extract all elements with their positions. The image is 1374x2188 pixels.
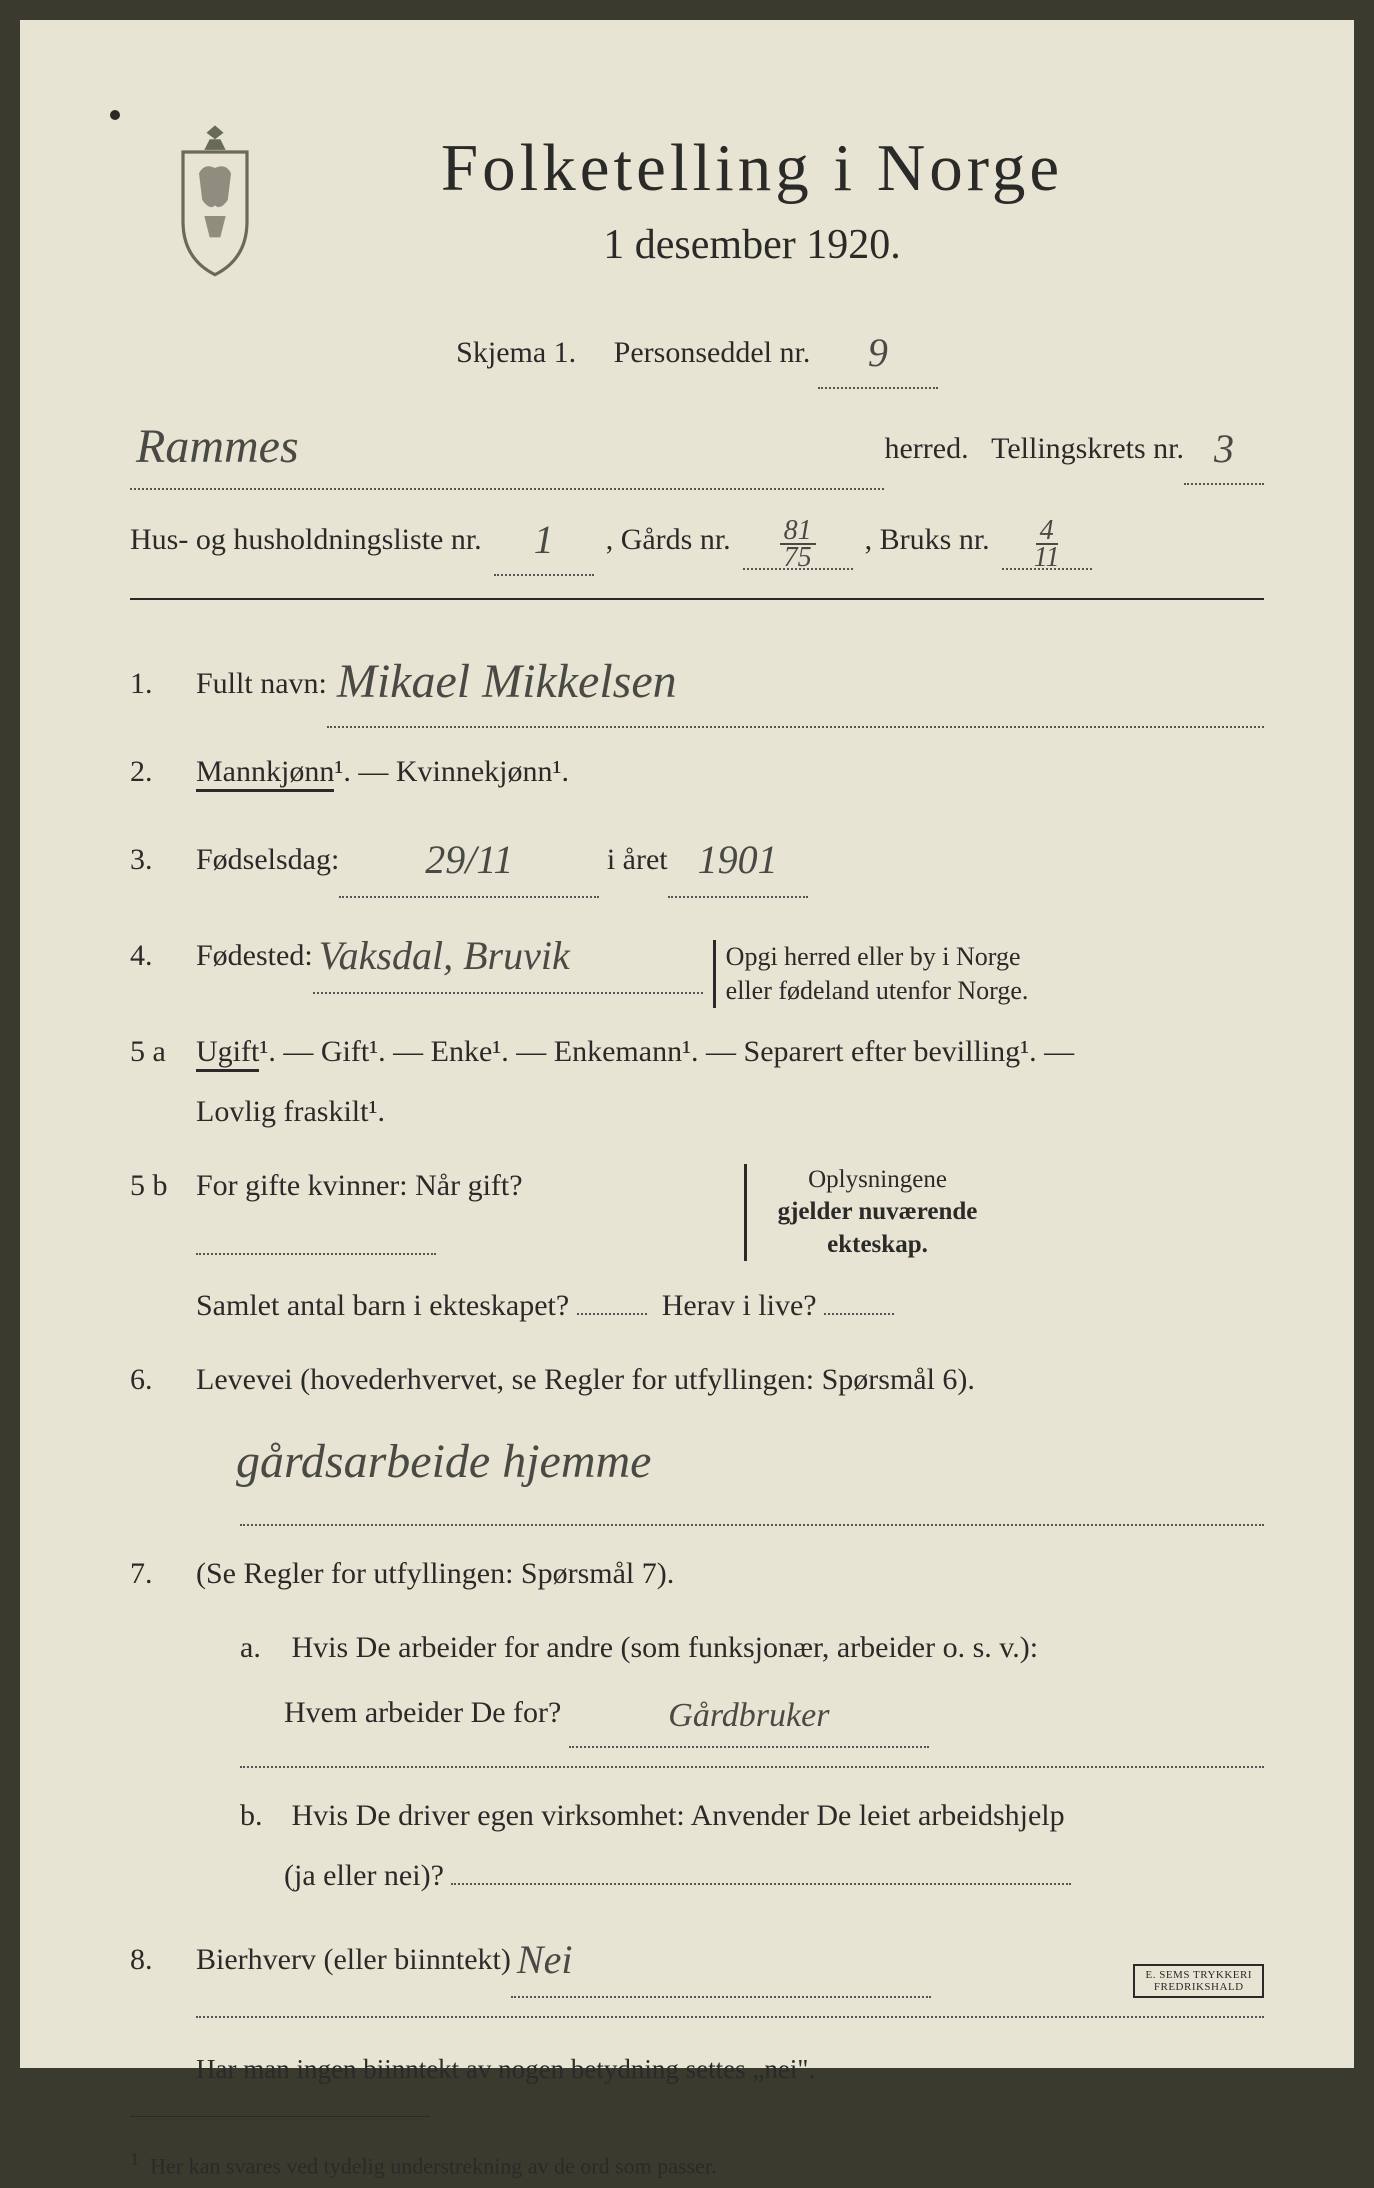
schema-label: Skjema 1. (456, 336, 576, 369)
q3-birthdate: 3. Fødselsdag: 29/11 i året 1901 (130, 816, 1264, 898)
q7a: a. Hvis De arbeider for andre (som funks… (240, 1618, 1264, 1748)
personseddel-label: Personseddel nr. (614, 336, 811, 369)
husliste-label: Hus- og husholdningsliste nr. (130, 511, 482, 568)
footer-note: Har man ingen biinntekt av nogen betydni… (196, 2042, 1264, 2096)
meta-row-2: Rammes herred. Tellingskrets nr. 3 (130, 397, 1264, 490)
q3-day: 29/11 (425, 837, 513, 882)
q7a-value: Gårdbruker (668, 1697, 829, 1734)
q5a-selected: Ugift (196, 1035, 259, 1072)
q7: 7. (Se Regler for utfyllingen: Spørsmål … (130, 1544, 1264, 1604)
dotted-line (240, 1766, 1264, 1768)
q1-value: Mikael Mikkelsen (337, 655, 677, 708)
form-date: 1 desember 1920. (240, 221, 1264, 269)
meta-row-3: Hus- og husholdningsliste nr. 1 , Gårds … (130, 498, 1264, 576)
form-title: Folketelling i Norge (240, 130, 1264, 207)
tellingskrets-label: Tellingskrets nr. (991, 420, 1184, 477)
coat-of-arms-icon (160, 120, 270, 280)
q7b: b. Hvis De driver egen virksomhet: Anven… (240, 1786, 1264, 1906)
meta-row-1: Skjema 1. Personseddel nr. 9 (130, 311, 1264, 389)
husliste-value: 1 (534, 517, 554, 562)
herred-value: Rammes (136, 420, 299, 473)
tellingskrets-value: 3 (1214, 426, 1234, 471)
q1-name: 1. Fullt navn: Mikael Mikkelsen (130, 630, 1264, 728)
personseddel-value: 9 (868, 330, 888, 375)
dotted-line (240, 1524, 1264, 1526)
q3-year: 1901 (698, 837, 778, 882)
q6-occupation: 6. Levevei (hovederhvervet, se Regler fo… (130, 1350, 1264, 1506)
q2-gender: 2. Mannkjønn¹. — Kvinnekjønn¹. (130, 742, 1264, 802)
form-header: Folketelling i Norge 1 desember 1920. (130, 130, 1264, 269)
q5a-marital: 5 a Ugift¹. — Gift¹. — Enke¹. — Enkemann… (130, 1022, 1264, 1142)
printer-stamp: E. SEMS TRYKKERI FREDRIKSHALD (1133, 1964, 1264, 1998)
gards-label: , Gårds nr. (606, 511, 731, 568)
q4-note: Opgi herred eller by i Norge eller fødel… (713, 940, 1029, 1008)
gards-value: 81 75 (780, 518, 816, 570)
bruks-label: , Bruks nr. (865, 511, 990, 568)
form-metadata: Skjema 1. Personseddel nr. 9 Rammes herr… (130, 311, 1264, 576)
q8-secondary: 8. Bierhverv (eller biinntekt) Nei (130, 1916, 1264, 1998)
q2-selected: Mannkjønn (196, 755, 334, 792)
question-list: 1. Fullt navn: Mikael Mikkelsen 2. Mannk… (130, 630, 1264, 2188)
herred-label: herred. (884, 420, 968, 477)
ink-dot (110, 110, 120, 120)
section-divider (130, 598, 1264, 600)
q6-value: gårdsarbeide hjemme (236, 1435, 651, 1488)
dotted-line (196, 2016, 1264, 2018)
q5b-married-women: 5 b Oplysningene gjelder nuværende ektes… (130, 1156, 1264, 1336)
footnote-separator (130, 2116, 430, 2117)
census-form-page: Folketelling i Norge 1 desember 1920. Sk… (20, 20, 1354, 2068)
q4-value: Vaksdal, Bruvik (319, 933, 570, 978)
q4-birthplace: 4. Fødested: Vaksdal, Bruvik Opgi herred… (130, 912, 1264, 1008)
q8-value: Nei (517, 1937, 573, 1982)
bruks-value: 4 11 (1030, 518, 1064, 570)
q5b-side-note: Oplysningene gjelder nuværende ekteskap. (744, 1164, 994, 1262)
footnote-1: 1 Her kan svares ved tydelig understrekn… (130, 2141, 1264, 2188)
